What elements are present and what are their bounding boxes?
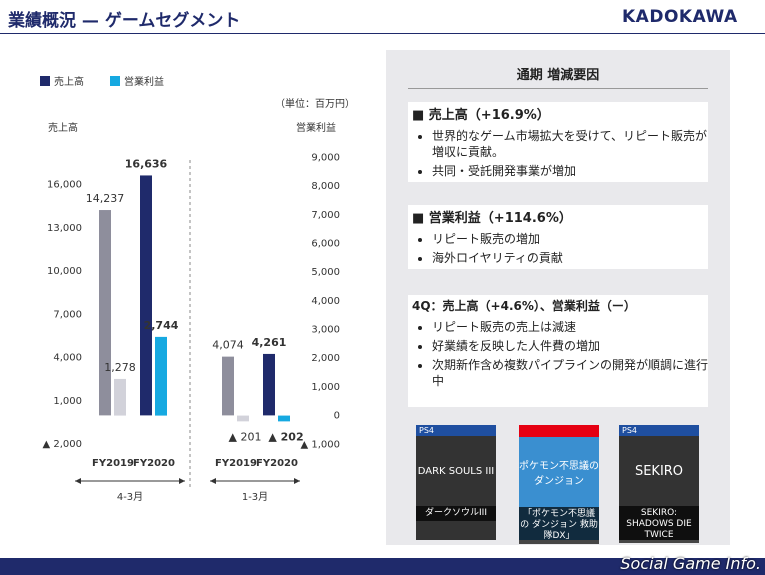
game-card: PS4 SEKIRO SEKIRO: SHADOWS DIE TWICE <box>619 425 699 543</box>
y2-tick-label: ▲ 1,000 <box>301 439 341 450</box>
y-tick-label: 4,000 <box>53 353 82 364</box>
data-label: 14,237 <box>86 192 125 205</box>
y2-tick-label: 6,000 <box>311 238 340 249</box>
data-label: 4,261 <box>252 336 287 349</box>
bar <box>263 353 275 416</box>
cover: ポケモン不思議のダンジョン <box>519 461 599 487</box>
x-tick-label: FY2019 <box>92 458 134 469</box>
caption: SEKIRO: SHADOWS DIE TWICE <box>619 506 699 543</box>
legend-label: 売上高 <box>54 75 84 88</box>
section-heading: ■ 営業利益（+114.6%） <box>412 211 572 226</box>
y2-axis-label: 営業利益 <box>296 121 336 134</box>
y2-tick-label: 0 <box>334 411 340 422</box>
header-rule <box>0 33 765 34</box>
bar <box>140 175 152 416</box>
y-tick-label: 7,000 <box>53 309 82 320</box>
x-tick-label: FY2019 <box>215 458 257 469</box>
caption: 「ポケモン不思議の ダンジョン 救助隊DX」 <box>519 507 599 544</box>
y-axis-label: 売上高 <box>48 121 78 134</box>
game-card: PS4 DARK SOULS III ダークソウルIII <box>416 425 496 540</box>
y-tick-label: 1,000 <box>53 396 82 407</box>
game-card: ポケモン不思議のダンジョン「ポケモン不思議の ダンジョン 救助隊DX」 <box>519 425 599 544</box>
section: 4Q：売上高（+4.6%）、営業利益（ー） リピート販売の売上は減速好業績を反映… <box>408 295 708 407</box>
cover: SEKIRO <box>634 463 684 479</box>
footer-bar <box>0 558 765 575</box>
bullet: 共同・受託開発事業が増加 <box>432 163 708 179</box>
y2-tick-label: 7,000 <box>311 210 340 221</box>
group-label: 4-3月 <box>117 491 143 503</box>
data-label: 16,636 <box>125 157 168 170</box>
data-label: 4,074 <box>212 339 244 352</box>
y2-tick-label: 5,000 <box>311 267 340 278</box>
bar <box>222 356 234 416</box>
section-heading: 4Q：売上高（+4.6%）、営業利益（ー） <box>412 299 636 313</box>
data-label: ▲ 201 <box>229 431 262 444</box>
section: ■ 売上高（+16.9%） 世界的なゲーム市場拡大を受けて、リピート販売が増収に… <box>408 102 708 182</box>
legend-swatch <box>110 76 120 86</box>
unit-label: （単位：百万円） <box>275 97 355 110</box>
y2-tick-label: 4,000 <box>311 296 340 307</box>
y-tick-label: 10,000 <box>47 266 82 277</box>
y2-tick-label: 2,000 <box>311 353 340 364</box>
bar <box>114 378 126 416</box>
y2-tick-label: 3,000 <box>311 325 340 336</box>
panel-rule <box>408 88 708 89</box>
bullet: 世界的なゲーム市場拡大を受けて、リピート販売が増収に貢献。 <box>432 128 708 160</box>
bar <box>237 415 249 422</box>
legend-swatch <box>40 76 50 86</box>
y-tick-label: 13,000 <box>47 223 82 234</box>
bar <box>278 415 290 422</box>
y2-tick-label: 9,000 <box>311 152 340 163</box>
x-tick-label: FY2020 <box>133 458 175 469</box>
bullet: 海外ロイヤリティの貢献 <box>432 250 708 266</box>
y2-tick-label: 1,000 <box>311 382 340 393</box>
bar <box>155 336 167 416</box>
data-label: 1,278 <box>104 361 136 374</box>
platform-bar <box>519 425 599 437</box>
section: ■ 営業利益（+114.6%） リピート販売の増加海外ロイヤリティの貢献 <box>408 205 708 269</box>
chart: 売上高 営業利益（単位：百万円）売上高 営業利益▲ 2,0001,0004,0007… <box>40 75 355 503</box>
caption: ダークソウルIII <box>416 506 496 521</box>
platform: PS4 <box>416 425 496 436</box>
data-label: ▲ 202 <box>268 431 303 444</box>
section-heading: ■ 売上高（+16.9%） <box>412 108 550 123</box>
panel-title: 通期 増減要因 <box>516 68 600 83</box>
bullet: 好業績を反映した人件費の増加 <box>432 338 708 354</box>
bullet: リピート販売の増加 <box>432 231 708 247</box>
x-tick-label: FY2020 <box>256 458 298 469</box>
slide-title: 業績概況 — ゲームセグメント <box>8 11 241 31</box>
bar <box>99 210 111 416</box>
platform: PS4 <box>619 425 699 436</box>
legend-label: 営業利益 <box>124 75 164 88</box>
watermark: Social Game Info. <box>620 554 761 573</box>
y2-tick-label: 8,000 <box>311 181 340 192</box>
y-tick-label: ▲ 2,000 <box>43 439 83 450</box>
panel: 通期 増減要因 ■ 売上高（+16.9%） 世界的なゲーム市場拡大を受けて、リピ… <box>386 50 730 545</box>
group-label: 1-3月 <box>242 491 268 503</box>
bullet: リピート販売の売上は減速 <box>432 319 708 335</box>
logo: KADOKAWA <box>622 7 738 27</box>
data-label: 2,744 <box>144 319 179 332</box>
y-tick-label: 16,000 <box>47 180 82 191</box>
cover: DARK SOULS III <box>417 465 495 477</box>
bullet: 次期新作含め複数パイプラインの開発が順調に進行中 <box>432 357 708 389</box>
